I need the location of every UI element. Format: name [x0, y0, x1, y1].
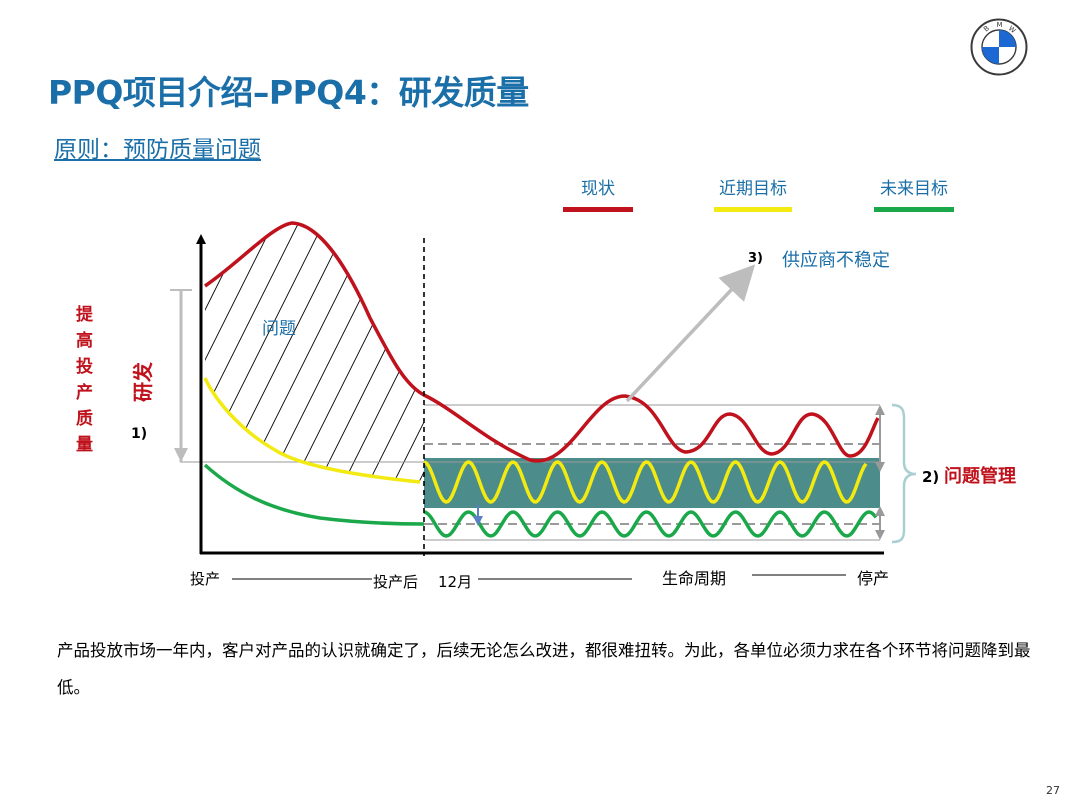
- supplier-instability-label: 供应商不稳定: [782, 250, 890, 271]
- legend-current-swatch: [563, 207, 633, 212]
- vertical-char: 量: [76, 434, 93, 455]
- svg-text:B: B: [982, 24, 991, 33]
- x-label-lifecycle: 生命周期: [662, 569, 726, 588]
- rd-range-arrowhead-icon: [174, 448, 188, 462]
- problem-label: 问题: [262, 319, 296, 339]
- svg-text:M: M: [997, 21, 1003, 29]
- right-arrow-down2-icon: [875, 530, 885, 540]
- near-term-wave: [423, 460, 868, 504]
- legend-near-term: 近期目标: [714, 174, 792, 212]
- legend-near-term-label: 近期目标: [719, 179, 787, 199]
- legend-future-swatch: [874, 207, 954, 212]
- x-label-after-sop: 投产后: [373, 573, 418, 591]
- vertical-char: 提: [76, 305, 94, 325]
- page-number: 27: [1046, 784, 1060, 797]
- x-label-eop: 停产: [857, 569, 889, 588]
- quality-diagram: 问题 3) 供应商不稳定 1) 2) 问题管理 研发 提 高 投 产 质 量 投…: [76, 221, 1016, 591]
- problem-management-brace-icon: [891, 403, 917, 544]
- future-wave: [423, 510, 878, 538]
- blue-down-arrow-icon: [473, 516, 483, 526]
- right-arrow-down-icon: [875, 462, 885, 472]
- legend-future: 未来目标: [874, 174, 954, 212]
- marker-2: 2): [922, 468, 939, 486]
- legend-near-term-swatch: [714, 207, 792, 212]
- x-label-12-months: 12月: [438, 573, 472, 591]
- slide-title: PPQ项目介绍–PPQ4：研发质量: [48, 73, 529, 112]
- body-paragraph: 产品投放市场一年内，客户对产品的认识就确定了，后续无论怎么改进，都很难扭转。为此…: [57, 641, 1031, 697]
- supplier-instability-arrow: [625, 264, 756, 403]
- vertical-char: 高: [76, 330, 93, 351]
- slide-subtitle: 原则：预防质量问题: [54, 137, 261, 163]
- marker-1: 1): [131, 426, 147, 442]
- problem-management-label: 问题管理: [944, 465, 1016, 487]
- future-curve: [203, 463, 425, 526]
- svg-text:W: W: [1007, 24, 1018, 35]
- y-axis-arrow-icon: [196, 234, 206, 244]
- legend-current: 现状: [563, 174, 633, 212]
- near-term-curve: [203, 377, 421, 484]
- rd-label: 研发: [131, 361, 155, 402]
- bmw-logo-icon: B M W: [970, 18, 1028, 76]
- vertical-char: 投: [76, 356, 93, 377]
- legend-current-label: 现状: [581, 179, 615, 199]
- vertical-char: 质: [76, 409, 93, 429]
- x-label-sop: 投产: [190, 570, 220, 588]
- legend-future-label: 未来目标: [880, 179, 948, 199]
- marker-3: 3): [748, 251, 763, 266]
- current-curve: [204, 221, 880, 463]
- right-arrow-up2-icon: [875, 506, 885, 516]
- improve-sop-quality-vertical-label: 提 高 投 产 质 量: [76, 305, 94, 455]
- right-arrow-up-icon: [875, 405, 885, 415]
- vertical-char: 产: [76, 382, 93, 403]
